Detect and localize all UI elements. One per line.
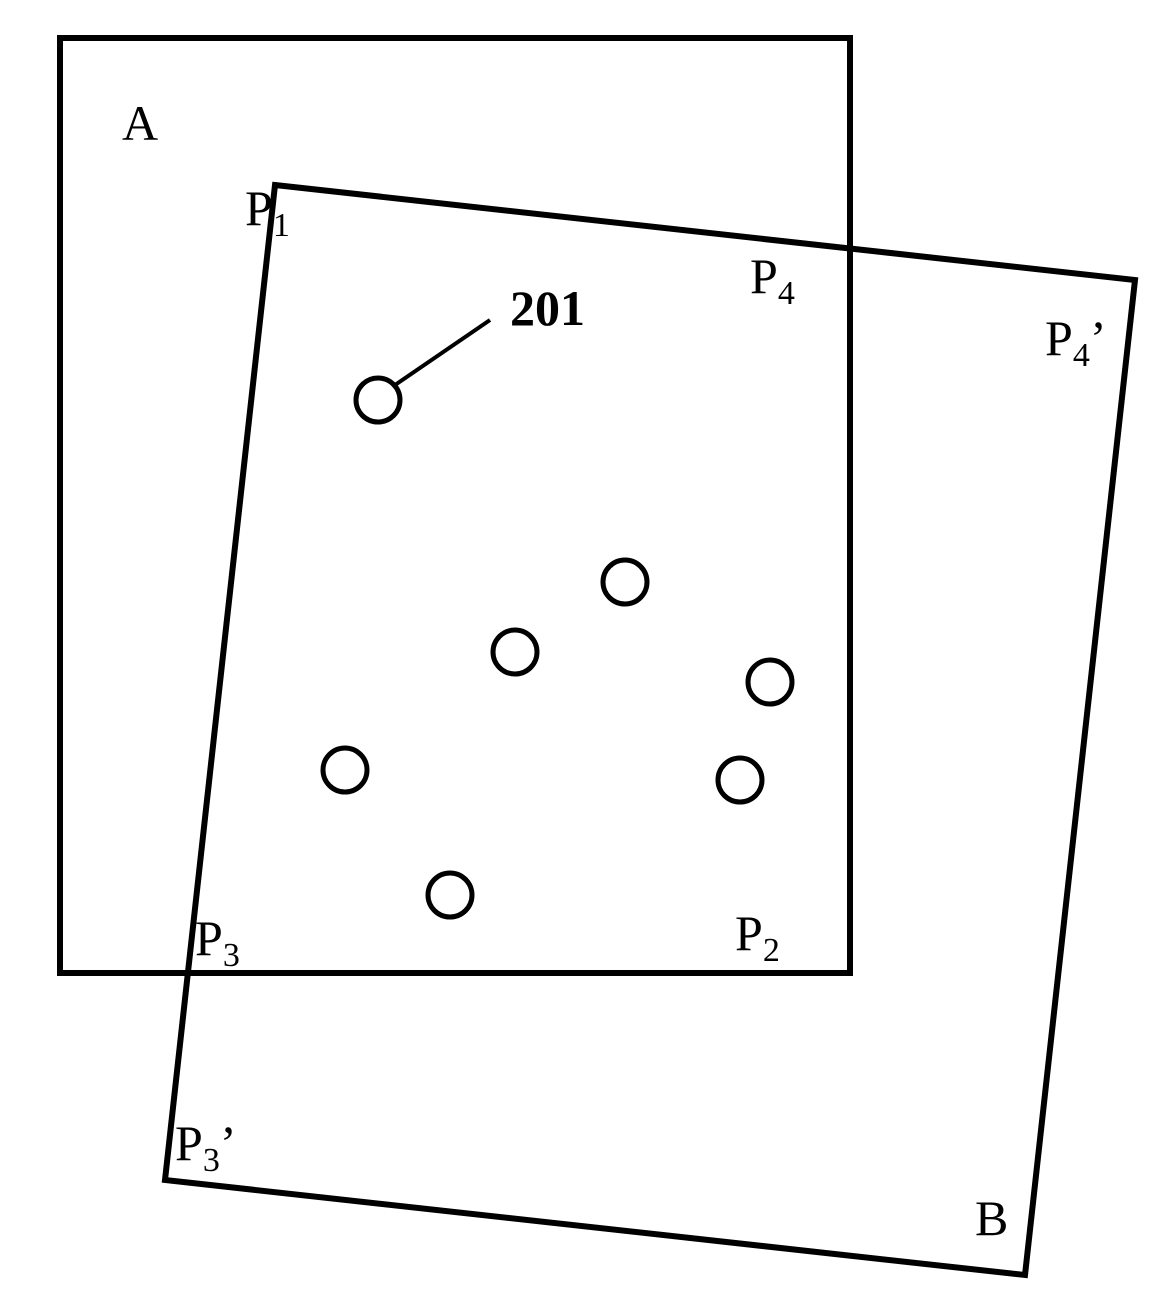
point-marker [748,660,792,704]
label-p4: P4 [750,248,795,312]
point-marker [493,630,537,674]
point-201 [356,378,400,422]
label-b: B [975,1190,1008,1246]
point-marker [603,560,647,604]
label-a: A [122,95,158,151]
svg-text:P3’: P3’ [175,1115,236,1179]
label-p3: P3 [195,910,240,974]
svg-text:P4’: P4’ [1045,310,1106,374]
point-marker [718,758,762,802]
point-marker [323,748,367,792]
label-p2: P2 [735,905,780,969]
svg-text:P1: P1 [245,180,290,244]
label-p1: P1 [245,180,290,244]
rect-a [60,38,850,973]
svg-text:P4: P4 [750,248,795,312]
leader-201 [395,320,490,385]
label-p4-prime: P4’ [1045,310,1106,374]
point-marker [428,873,472,917]
rect-b [165,185,1135,1275]
label-201: 201 [510,280,585,336]
label-p3-prime: P3’ [175,1115,236,1179]
svg-text:P2: P2 [735,905,780,969]
svg-text:P3: P3 [195,910,240,974]
